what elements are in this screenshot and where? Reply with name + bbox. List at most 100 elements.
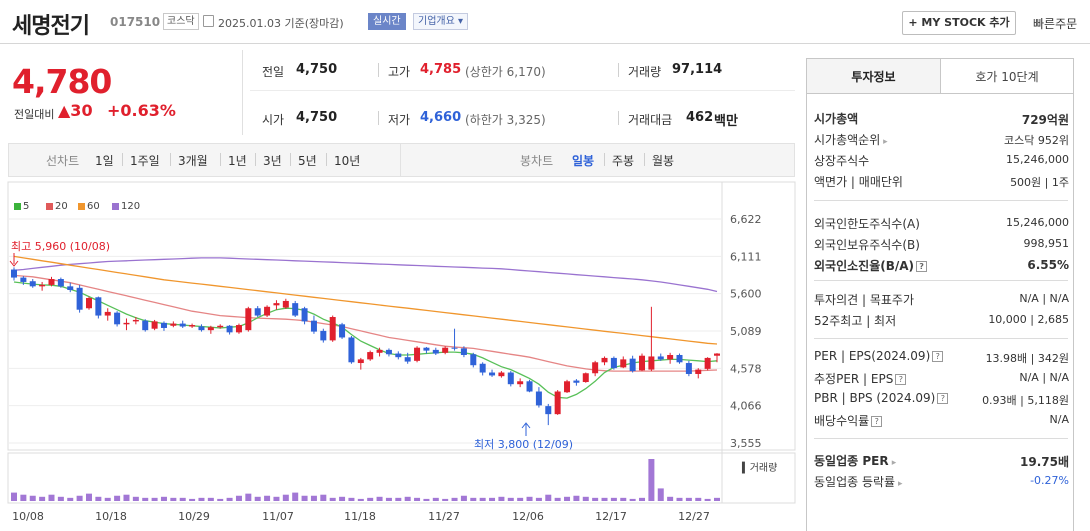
- candle-body: [217, 325, 224, 328]
- help-icon[interactable]: ?: [895, 374, 907, 385]
- candle-body: [85, 298, 92, 309]
- tab-investment-info[interactable]: 투자정보: [806, 58, 941, 94]
- info-row-label[interactable]: 시가총액순위 ▸: [814, 133, 888, 147]
- chevron-right-icon[interactable]: ▸: [888, 458, 897, 468]
- candle-body: [526, 381, 533, 392]
- volume-bar: [376, 496, 383, 501]
- info-row-value: -0.27%: [1030, 474, 1069, 487]
- candle-body: [517, 381, 524, 385]
- candle-body: [339, 324, 346, 338]
- help-icon[interactable]: ?: [871, 416, 883, 427]
- candle-body: [545, 406, 552, 415]
- help-icon[interactable]: ?: [916, 261, 928, 272]
- info-row-label[interactable]: PER | EPS(2024.09)?: [814, 349, 944, 363]
- candle-body: [676, 354, 683, 363]
- trade-value-label: 거래대금: [628, 113, 673, 127]
- volume-bar: [245, 493, 252, 501]
- volume-bar: [160, 496, 167, 501]
- chevron-right-icon[interactable]: ▸: [895, 479, 903, 489]
- period-1y[interactable]: 1년: [228, 154, 247, 168]
- info-row-label[interactable]: 동일업종 PER ▸: [814, 454, 897, 468]
- volume-bar: [198, 497, 205, 501]
- info-row-label[interactable]: PBR | BPS (2024.09)?: [814, 391, 949, 405]
- candle-body: [601, 357, 608, 363]
- period-3m[interactable]: 3개월: [178, 154, 208, 168]
- my-stock-add-button[interactable]: + MY STOCK 추가: [902, 11, 1016, 35]
- candle-body: [264, 306, 271, 316]
- high-value: 4,785: [420, 62, 462, 77]
- candle-body: [357, 359, 364, 364]
- divider: [604, 153, 605, 166]
- candle-monthly[interactable]: 월봉: [652, 154, 675, 168]
- company-overview-dropdown[interactable]: 기업개요 ▾: [413, 13, 468, 30]
- info-row-value: 500원 | 1주: [1010, 176, 1069, 189]
- line-chart-label: 선차트: [46, 154, 80, 168]
- info-row-label[interactable]: 동일업종 등락률 ▸: [814, 475, 903, 489]
- y-tick-label: 6,111: [730, 250, 762, 263]
- info-row-label: 52주최고 | 최저: [814, 314, 897, 328]
- info-row-label[interactable]: 추정PER | EPS?: [814, 370, 907, 387]
- y-tick-label: 5,089: [730, 325, 762, 338]
- date-text: 2025.01.03 기준(장마감): [218, 17, 344, 30]
- info-row-value: 코스닥 952위: [1004, 134, 1069, 147]
- legend-ma120: 120: [112, 201, 140, 212]
- volume-bar: [123, 494, 130, 501]
- volume-bar: [367, 497, 374, 501]
- prev-close-value: 4,750: [296, 62, 338, 77]
- upper-limit: (상한가 6,170): [465, 65, 546, 79]
- candle-body: [235, 325, 242, 333]
- prev-close-label: 전일: [262, 65, 285, 79]
- period-1w[interactable]: 1주일: [130, 154, 160, 168]
- volume-bar: [601, 497, 608, 501]
- period-3y[interactable]: 3년: [263, 154, 282, 168]
- info-row-label[interactable]: 외국인소진율(B/A)?: [814, 257, 928, 274]
- volume-bar: [395, 497, 402, 501]
- low-value: 4,660: [420, 110, 462, 125]
- volume-bar: [104, 497, 111, 501]
- volume-bar: [460, 495, 467, 501]
- candle-daily[interactable]: 일봉: [572, 154, 595, 168]
- tab-orderbook[interactable]: 호가 10단계: [940, 58, 1074, 94]
- volume-bar: [385, 497, 392, 501]
- volume-bar: [76, 495, 83, 501]
- x-tick-label: 12/17: [595, 510, 627, 523]
- volume-bar: [11, 492, 17, 501]
- volume-bar: [85, 493, 92, 501]
- candle-body: [320, 330, 327, 341]
- volume-bar: [132, 496, 139, 501]
- period-10y[interactable]: 10년: [334, 154, 361, 168]
- volume-bar: [414, 497, 421, 501]
- chevron-right-icon[interactable]: ▸: [880, 137, 888, 147]
- quick-order-button[interactable]: 빠른주문: [1033, 17, 1078, 31]
- candle-body: [610, 357, 617, 369]
- period-bar: [8, 143, 795, 177]
- candle-body: [498, 372, 505, 377]
- volume-bar: [217, 498, 224, 501]
- period-1d[interactable]: 1일: [95, 154, 114, 168]
- divider: [122, 153, 123, 166]
- volume-bar: [95, 496, 102, 501]
- candle-body: [273, 303, 280, 306]
- candle-body: [282, 300, 289, 308]
- ma60-line: [13, 255, 718, 345]
- volume-bar: [695, 497, 702, 501]
- divider: [378, 111, 379, 125]
- info-row-label[interactable]: 배당수익률?: [814, 412, 883, 429]
- volume-bar: [432, 497, 439, 501]
- price-chart[interactable]: 6,622 6,111 5,600 5,089 4,578 4,066 3,555 10/08…: [0, 180, 800, 531]
- volume-bar: [48, 494, 55, 501]
- info-row-value: 15,246,000: [1006, 153, 1069, 166]
- volume-bar: [310, 495, 317, 501]
- help-icon[interactable]: ?: [937, 393, 949, 404]
- info-row-value: 15,246,000: [1006, 216, 1069, 229]
- candle-body: [667, 354, 674, 360]
- divider: [814, 338, 1068, 339]
- candle-body: [639, 355, 646, 371]
- info-row-label: 액면가 | 매매단위: [814, 175, 903, 189]
- volume-bar: [470, 497, 477, 501]
- candle-weekly[interactable]: 주봉: [612, 154, 635, 168]
- period-5y[interactable]: 5년: [298, 154, 317, 168]
- realtime-badge[interactable]: 실시간: [368, 13, 406, 30]
- info-divider: [250, 90, 795, 91]
- help-icon[interactable]: ?: [932, 351, 944, 362]
